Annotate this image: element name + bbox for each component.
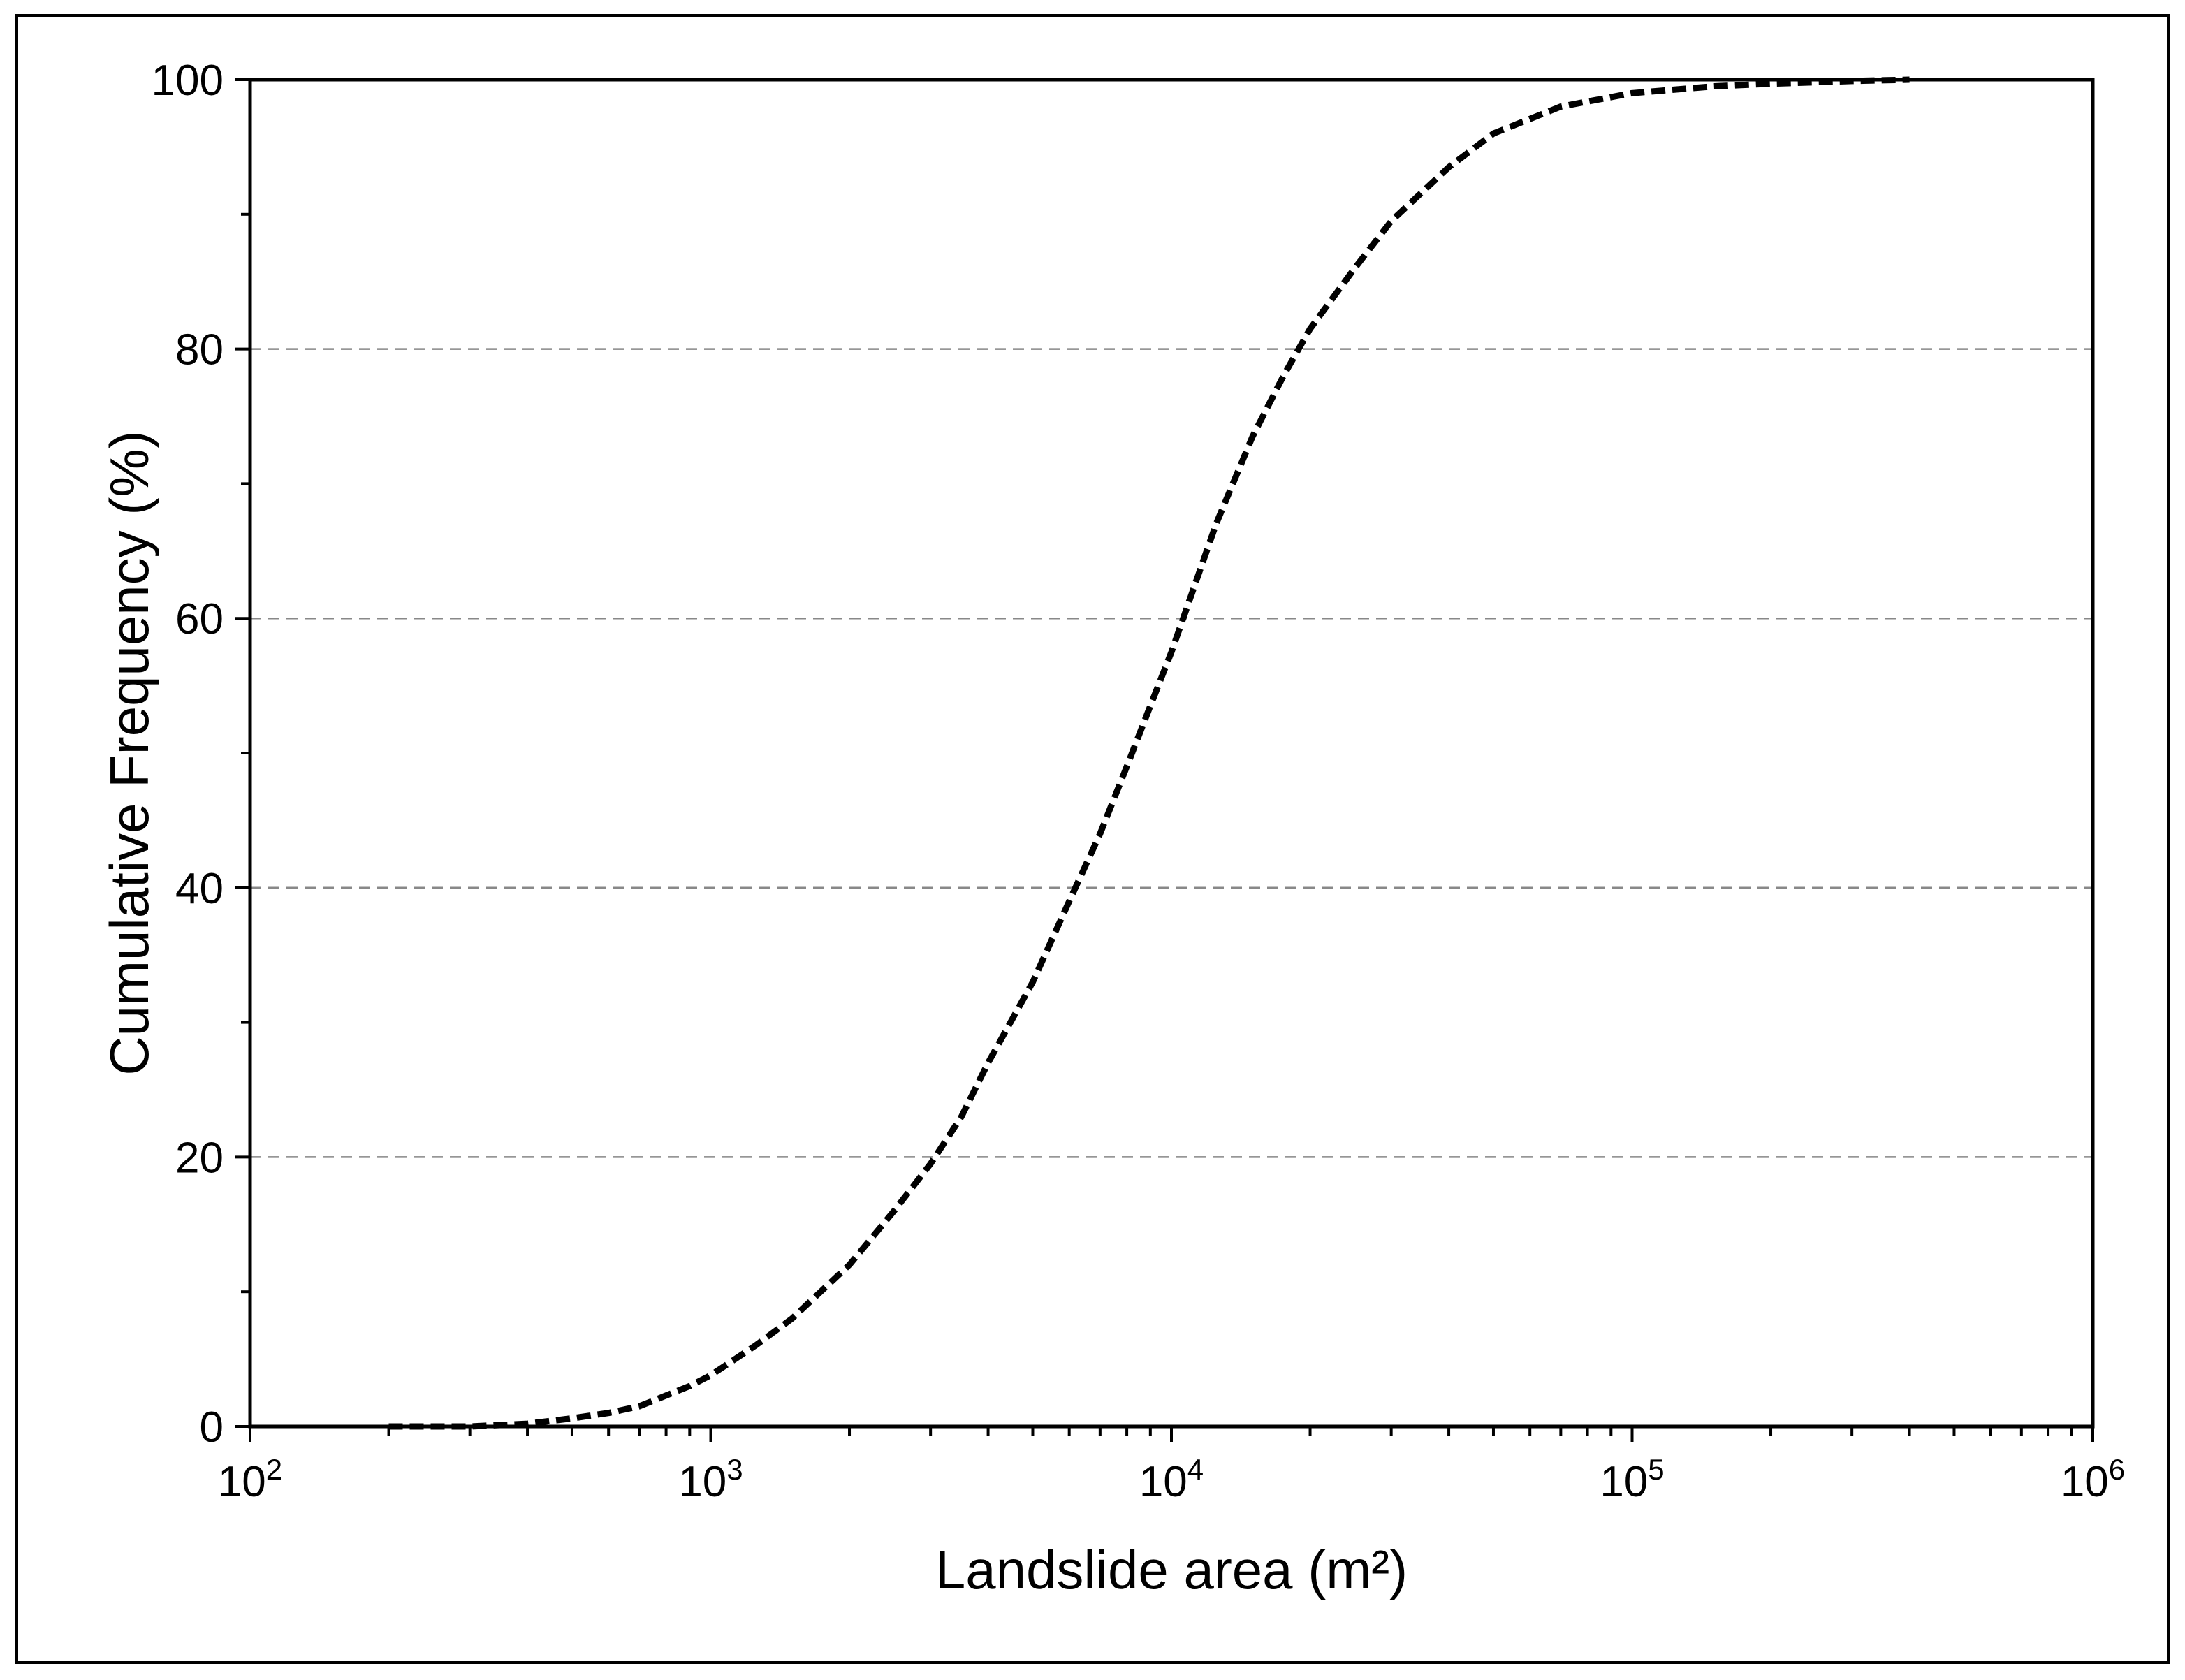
y-tick-label-20: 20 (175, 1134, 224, 1182)
x-tick-label-exponent: 6 (2109, 1453, 2125, 1486)
x-tick-label-1e5: 105 (1600, 1453, 1664, 1506)
x-tick-label-1e4: 104 (1139, 1453, 1204, 1506)
y-tick-label-40: 40 (175, 865, 224, 913)
x-tick-label-base: 10 (678, 1458, 726, 1506)
x-tick-label-1e2: 102 (218, 1453, 282, 1506)
major-ticks (235, 78, 2094, 1442)
x-tick-label-base: 10 (2061, 1458, 2109, 1506)
x-axis-label: Landslide area (m²) (935, 1539, 1408, 1600)
x-tick-label-1e6: 106 (2061, 1453, 2125, 1506)
plot-area-border (248, 78, 2095, 1429)
cumulative-frequency-line (388, 76, 1910, 1430)
figure-frame: 0 20 40 60 80 100 102 103 104 105 106 Landslide a… (15, 14, 2170, 1664)
minor-ticks (241, 212, 2073, 1436)
x-tick-label-exponent: 3 (726, 1453, 743, 1486)
x-tick-labels: 102 103 104 105 106 (218, 1453, 2125, 1506)
x-tick-label-exponent: 4 (1188, 1453, 1204, 1486)
grid-lines (250, 348, 2093, 1158)
x-tick-label-base: 10 (218, 1458, 266, 1506)
x-tick-label-exponent: 5 (1648, 1453, 1664, 1486)
x-tick-label-1e3: 103 (678, 1453, 743, 1506)
x-tick-label-base: 10 (1600, 1458, 1648, 1506)
y-tick-label-60: 60 (175, 595, 224, 643)
y-tick-label-80: 80 (175, 326, 224, 374)
y-tick-labels: 0 20 40 60 80 100 (152, 57, 224, 1452)
x-tick-label-exponent: 2 (266, 1453, 282, 1486)
y-axis-label: Cumulative Frequency (%) (98, 430, 160, 1075)
y-tick-label-0: 0 (200, 1403, 224, 1452)
x-tick-label-base: 10 (1139, 1458, 1188, 1506)
y-tick-label-100: 100 (152, 57, 224, 105)
